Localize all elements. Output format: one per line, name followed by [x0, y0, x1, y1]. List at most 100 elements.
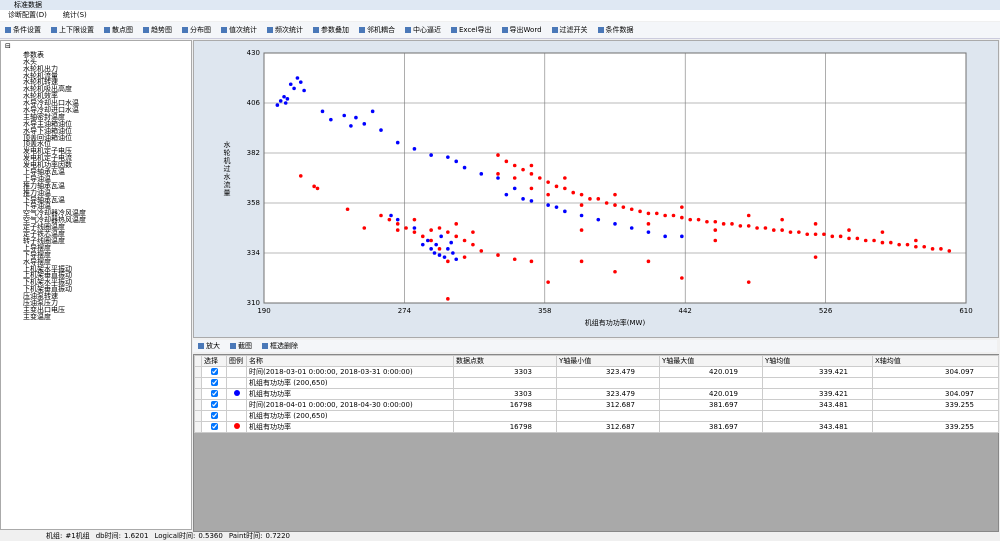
tree-item[interactable]: 推力轴承瓦温 [23, 181, 65, 190]
tree-item[interactable]: 上导油温 [23, 174, 51, 183]
button-label: Excel导出 [459, 26, 492, 34]
tree-item[interactable]: 水导摆度 [23, 257, 51, 266]
toolbar-button[interactable]: 散点图 [102, 22, 135, 38]
toolbar-button[interactable]: 过滤开关 [550, 22, 590, 38]
table-row[interactable]: 时间(2018-03-01 0:00:00, 2018-03-31 0:00:0… [194, 366, 999, 378]
toolbar-button[interactable]: 邻机耦合 [357, 22, 397, 38]
table-row[interactable]: 机组有功功率 3303 323.479 420.019 339.421 304.097 [194, 388, 999, 400]
checkbox[interactable] [210, 378, 218, 386]
value-cell: 323.479 [556, 366, 660, 378]
tree-item[interactable]: 下机架垂直振动 [23, 285, 72, 294]
y-axis-label: 水轮机过水流量 [223, 140, 231, 197]
toolbar-button[interactable]: 频次统计 [265, 22, 305, 38]
table-row[interactable]: 机组有功功率 16798 312.687 381.697 343.481 339.255 [194, 421, 999, 433]
checkbox[interactable] [210, 400, 218, 408]
checkbox[interactable] [210, 367, 218, 375]
tree-item[interactable]: 上机架垂直振动 [23, 271, 72, 280]
tree-item[interactable]: 水导主油箱油位 [23, 119, 72, 128]
tree-root[interactable]: 参数表 [23, 50, 44, 59]
scatter-point [362, 226, 367, 230]
tree-item[interactable]: 下机架水平振动 [23, 278, 72, 287]
tree-item[interactable]: 压油泵压力 [23, 298, 58, 307]
chart-tool-button[interactable]: 框选删除 [260, 340, 300, 352]
table-row[interactable]: 机组有功功率 (200,650) [194, 410, 999, 422]
x-tick-label: 274 [398, 307, 412, 315]
tree-item[interactable]: 下导摆度 [23, 250, 51, 259]
tree-item[interactable]: 空气冷却器热风温度 [23, 216, 86, 225]
toolbar-button[interactable]: 中心逼近 [403, 22, 443, 38]
tree-item[interactable]: 水导下油箱油位 [23, 126, 72, 135]
tree-item[interactable]: 上导轴承瓦温 [23, 168, 65, 177]
button-label: 条件数据 [605, 26, 634, 34]
column-header[interactable]: Y轴最小值 [556, 355, 660, 367]
tree-item[interactable]: 下导油温 [23, 202, 51, 211]
tree-item[interactable]: 发电机定子电压 [23, 147, 72, 156]
tree-item[interactable]: 主变温度 [23, 312, 51, 321]
chart-tool-button[interactable]: 截图 [228, 340, 254, 352]
scatter-point [546, 192, 550, 197]
tree-item[interactable]: 发电机功率因数 [23, 161, 72, 170]
column-header[interactable]: 图例 [226, 355, 247, 367]
toolbar-button[interactable]: 分布图 [180, 22, 213, 38]
tree-item[interactable]: 水导冷却出口水温 [23, 99, 79, 108]
toolbar-button[interactable]: 值次统计 [219, 22, 259, 38]
tree-item[interactable]: 定子铁芯温度 [23, 230, 65, 239]
tree-item[interactable]: 转子线圈温度 [23, 236, 65, 245]
tree-item[interactable]: 水轮机转速 [23, 78, 58, 87]
menu-item[interactable]: 统计(S) [62, 11, 87, 19]
tree-item[interactable]: 水轮机效率 [23, 92, 58, 101]
column-header[interactable]: Y轴均值 [762, 355, 873, 367]
menu-item[interactable]: 诊断配置(D) [8, 11, 47, 19]
toolbar-button[interactable]: 趋势图 [141, 22, 174, 38]
checkbox[interactable] [210, 389, 218, 397]
tree-item[interactable]: 水轮机出力 [23, 64, 58, 73]
column-header[interactable]: 选择 [201, 355, 227, 367]
tree-item[interactable]: 发电机定子电流 [23, 154, 72, 163]
tree-item[interactable]: 水轮机吸出高度 [23, 85, 72, 94]
value-cell [659, 410, 763, 422]
chart-tool-button[interactable]: 放大 [196, 340, 222, 352]
checkbox[interactable] [210, 411, 218, 419]
column-header[interactable]: 数据点数 [453, 355, 557, 367]
table-row[interactable]: 时间(2018-04-01 0:00:00, 2018-04-30 0:00:0… [194, 399, 999, 411]
toolbar-button[interactable]: 参数叠加 [311, 22, 351, 38]
scatter-point [914, 244, 918, 249]
tree-item[interactable]: 水导冷却进口水温 [23, 106, 79, 115]
tree-item[interactable]: 主变出口电压 [23, 305, 65, 314]
icon [597, 27, 604, 33]
x-tick-label: 526 [819, 307, 833, 315]
tree-item[interactable]: 上导摆度 [23, 243, 51, 252]
tree-item[interactable]: 主轴密封温度 [23, 112, 65, 121]
tree-item[interactable]: 定子线圈温度 [23, 223, 65, 232]
toolbar-button[interactable]: 条件数据 [596, 22, 636, 38]
tree-item[interactable]: 上机架水平振动 [23, 264, 72, 273]
tree-item[interactable]: 顶盖水位 [23, 140, 51, 149]
tree-item[interactable]: 水轮机流量 [23, 71, 58, 80]
series-table: 选择 图例 名称 数据点数 Y轴最小值 Y轴最大值 Y轴均值 X轴均值 时间(2018-03-0… [193, 354, 999, 532]
tree-item[interactable]: 压油泵转速 [23, 292, 58, 301]
toolbar-button[interactable]: 条件设置 [3, 22, 43, 38]
scatter-point [554, 184, 559, 189]
tree-item[interactable]: 下导轴承瓦温 [23, 195, 65, 204]
status-label: db时间: [95, 532, 121, 540]
tree-item[interactable]: 水头 [23, 57, 37, 66]
x-tick-label: 190 [257, 307, 270, 315]
column-header[interactable]: 名称 [246, 355, 454, 367]
scatter-point [395, 222, 400, 226]
scatter-point [295, 76, 300, 80]
column-header[interactable]: X轴均值 [872, 355, 999, 367]
icon [262, 343, 268, 349]
checkbox[interactable] [210, 422, 218, 430]
toolbar-button[interactable]: Excel导出 [449, 22, 494, 38]
scatter-point [426, 238, 430, 243]
column-header[interactable]: Y轴最大值 [659, 355, 763, 367]
value-cell [556, 410, 660, 422]
tree-item[interactable]: 推力油温 [23, 188, 51, 197]
tree-item[interactable]: 顶盖回油箱油位 [23, 133, 72, 142]
button-label: 参数叠加 [321, 26, 349, 34]
table-row[interactable]: 机组有功功率 (200,650) [194, 377, 999, 389]
toolbar-button[interactable]: 上下限设置 [49, 22, 96, 38]
toolbar-button[interactable]: 导出Word [500, 22, 544, 38]
tree-item[interactable]: 空气冷却器冷风温度 [23, 209, 86, 218]
scatter-point [654, 211, 659, 216]
